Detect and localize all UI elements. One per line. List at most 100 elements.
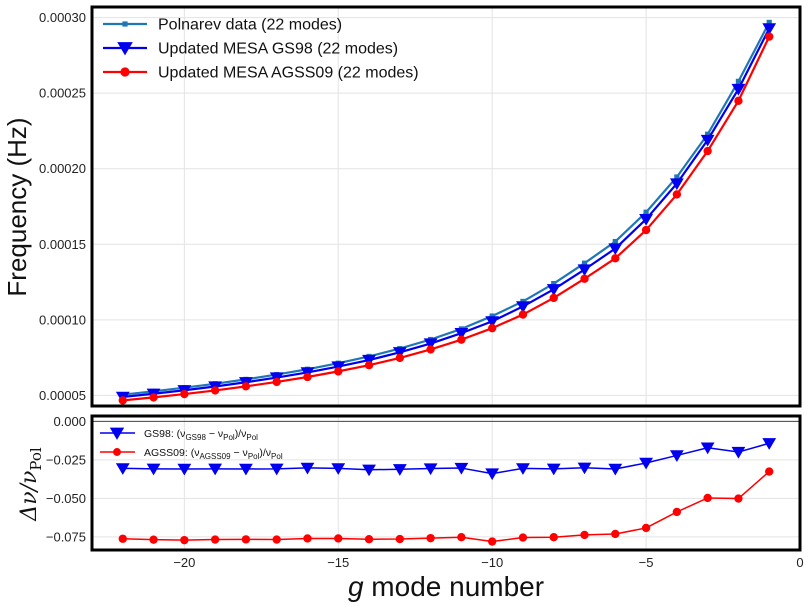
data-point: [551, 280, 557, 287]
series-line: [122, 36, 771, 402]
legend-marker: [109, 427, 125, 440]
data-point: [577, 462, 592, 475]
data-point: [208, 463, 223, 476]
data-point: [765, 467, 774, 476]
data-point: [639, 457, 653, 470]
data-point: [700, 134, 715, 147]
data-point: [454, 327, 469, 340]
x-tick-label: −20: [173, 555, 195, 570]
legend-text: AGSS09: (ν: [144, 447, 199, 459]
bottom-y-tick-label: 0.000: [53, 414, 86, 429]
bottom-series: [115, 438, 777, 546]
data-point: [269, 463, 284, 476]
bottom-y-tick-label: −0.075: [46, 529, 86, 544]
top-y-tick-label: 0.00005: [39, 388, 86, 403]
bottom-y-tick-label: −0.025: [46, 452, 86, 467]
data-point: [423, 463, 438, 476]
data-point: [423, 338, 438, 351]
legend-subscript: AGSS09: [199, 452, 231, 461]
series-line: [122, 442, 770, 475]
data-point: [362, 354, 376, 367]
bottom-y-axis-label-main: Δν/ν: [17, 471, 42, 522]
data-point: [272, 377, 281, 387]
data-point: [669, 178, 684, 191]
top-y-axis-label: Frequency (Hz): [2, 117, 32, 296]
data-point: [180, 535, 189, 545]
data-point: [392, 347, 407, 359]
bottom-y-axis-label: Δν/νPol: [17, 447, 45, 522]
data-point: [639, 214, 653, 226]
data-point: [272, 535, 281, 544]
data-point: [611, 529, 620, 539]
data-point: [118, 396, 127, 405]
data-point: [303, 372, 312, 382]
data-point: [210, 386, 220, 395]
data-point: [705, 131, 711, 137]
data-point: [115, 463, 130, 475]
data-point: [487, 537, 497, 546]
series-line: [122, 21, 771, 396]
data-point: [765, 32, 774, 41]
data-point: [364, 361, 374, 370]
data-point: [457, 335, 466, 344]
x-axis-label-g: g: [348, 571, 364, 602]
data-point: [643, 209, 649, 215]
data-point: [672, 190, 682, 199]
data-point: [454, 462, 469, 475]
data-point: [762, 438, 777, 450]
legend-label: AGSS09: (νAGSS09 − νPol)/νPol: [144, 447, 283, 461]
top-y-ticks: 0.00005 0.00010 0.00015 0.00020 0.00025 0.000…: [39, 10, 86, 403]
data-point: [546, 284, 561, 296]
legend-text: − ν: [206, 428, 223, 440]
data-point: [516, 301, 530, 313]
legend-subscript: Pol: [248, 452, 260, 461]
legend-subscript: Pol: [271, 452, 283, 461]
bottom-plot-frame: [90, 414, 802, 552]
data-point: [549, 293, 558, 303]
bottom-y-tick-label: −0.050: [46, 491, 86, 506]
bottom-y-axis-label-sub: Pol: [27, 447, 45, 471]
top-series: [115, 19, 777, 405]
x-tick-label: −15: [327, 555, 349, 570]
series-1: [118, 467, 774, 546]
legend-label: Polnarev data (22 modes): [158, 17, 342, 34]
data-point: [608, 463, 623, 476]
data-point: [580, 274, 589, 283]
data-point: [700, 442, 715, 455]
top-y-tick-label: 0.00020: [39, 161, 86, 176]
x-ticks: −20 −15 −10 −5 0: [173, 555, 803, 570]
legend-text: )/ν: [235, 428, 247, 440]
x-tick-label: −10: [481, 555, 503, 570]
top-legend: Polnarev data (22 modes) Updated MESA GS9…: [103, 17, 419, 82]
data-point: [146, 463, 161, 476]
legend-marker: [122, 21, 128, 27]
data-point: [303, 534, 312, 543]
legend-text: − ν: [231, 447, 248, 459]
data-point: [518, 310, 528, 319]
legend-marker: [113, 448, 121, 456]
data-point: [766, 19, 772, 26]
data-point: [518, 533, 528, 542]
data-point: [546, 463, 561, 476]
data-point: [149, 535, 158, 544]
data-point: [364, 535, 374, 544]
data-point: [516, 463, 530, 475]
bottom-y-ticks: 0.000 −0.025 −0.050 −0.075: [46, 414, 86, 545]
data-point: [641, 225, 651, 235]
data-point: [239, 463, 253, 476]
legend-marker: [117, 42, 133, 56]
legend-label: Updated MESA AGSS09 (22 modes): [158, 65, 419, 82]
series-2: [118, 32, 774, 405]
legend-text: )/ν: [259, 447, 271, 459]
data-point: [395, 353, 405, 363]
data-point: [731, 446, 746, 459]
data-point: [241, 535, 251, 544]
data-point: [118, 534, 127, 543]
data-point: [672, 507, 682, 517]
x-axis-label: g mode number: [348, 571, 544, 602]
data-point: [674, 174, 680, 180]
legend-label: GS98: (νGS98 − νPol)/νPol: [144, 428, 258, 442]
data-point: [734, 96, 743, 106]
data-point: [549, 533, 558, 542]
data-point: [669, 450, 684, 462]
